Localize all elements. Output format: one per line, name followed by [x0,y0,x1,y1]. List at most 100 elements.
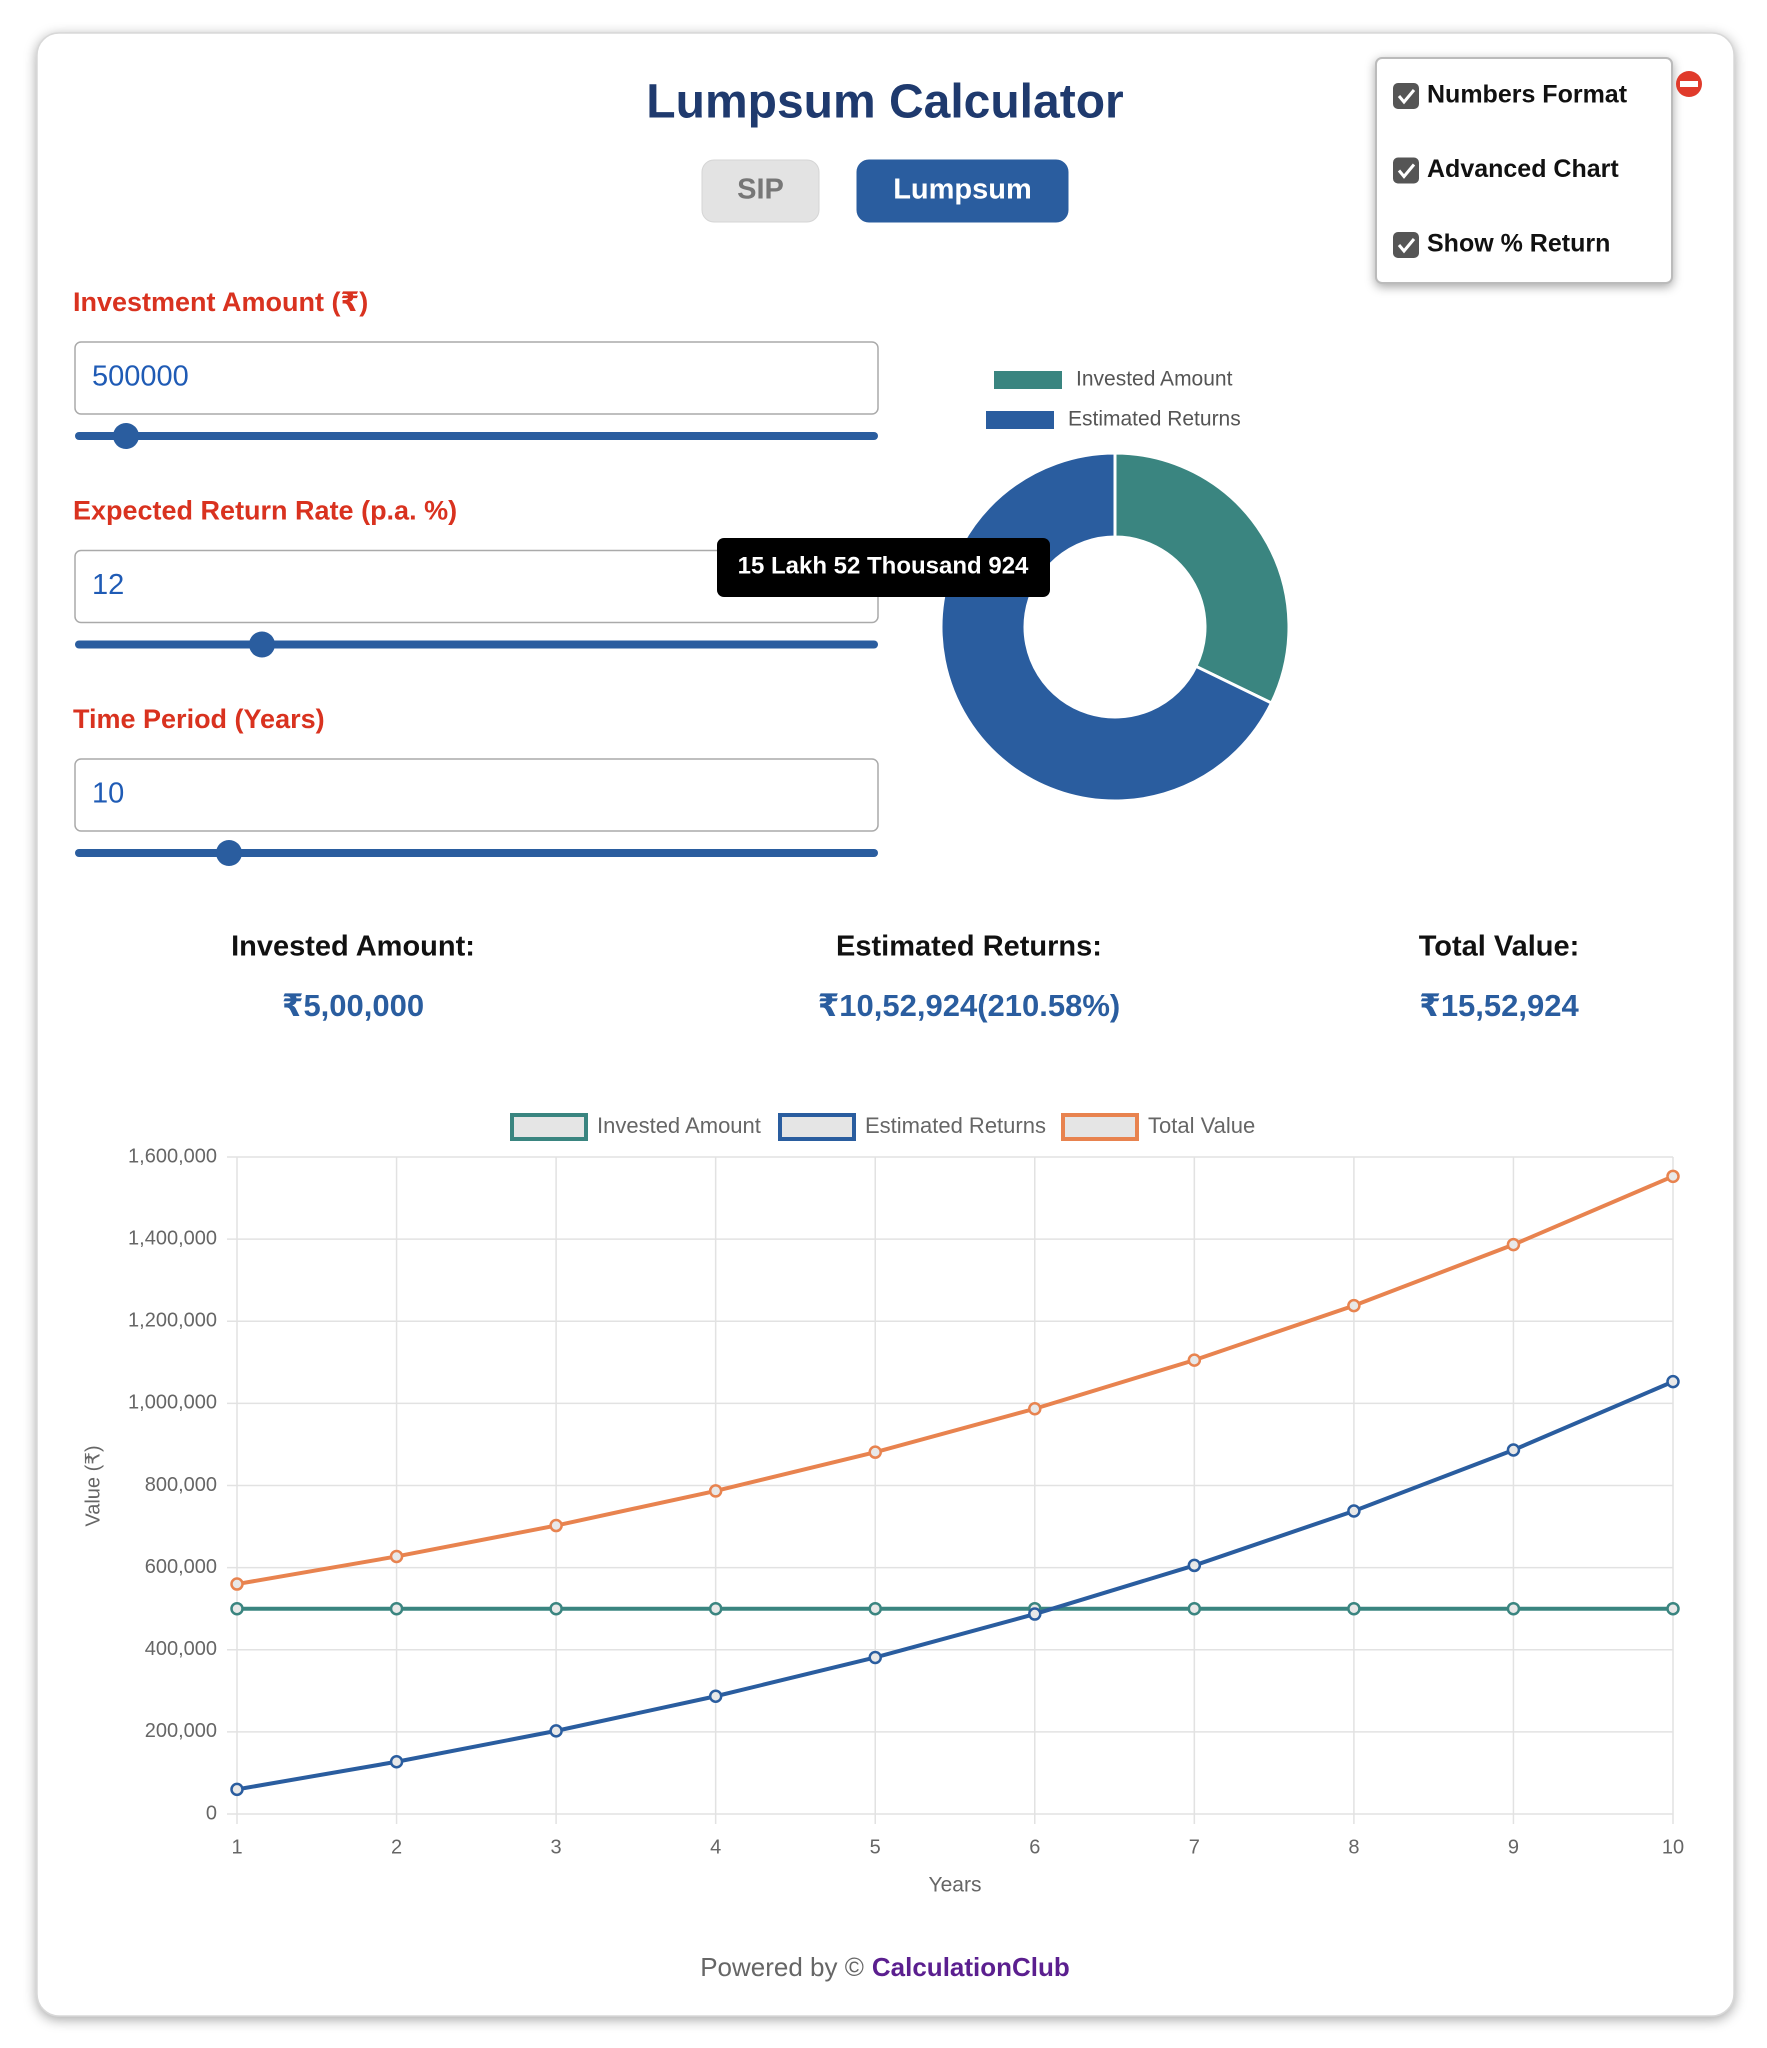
legend-swatch[interactable] [1061,1113,1139,1141]
data-point[interactable] [1347,1504,1361,1518]
x-tick-label: 10 [1662,1836,1684,1858]
y-tick-label: 1,600,000 [128,1145,217,1167]
setting-label[interactable]: Advanced Chart [1427,155,1619,183]
checkbox[interactable] [1393,83,1419,109]
x-tick-label: 9 [1508,1836,1519,1858]
page-title: Lumpsum Calculator [646,76,1123,129]
close-icon-bar [1680,81,1698,87]
slider-track[interactable] [75,849,878,857]
summary-label: Total Value: [1419,931,1580,963]
legend-label[interactable]: Invested Amount [597,1113,761,1138]
data-point[interactable] [549,1601,563,1616]
y-tick-label: 1,000,000 [128,1392,217,1414]
x-tick-label: 6 [1029,1836,1040,1858]
y-tick-label: 600,000 [145,1556,217,1578]
legend-swatch [986,411,1054,429]
x-tick-label: 2 [391,1836,402,1858]
data-point[interactable] [549,1518,563,1533]
x-tick-label: 3 [551,1836,562,1858]
data-point[interactable] [389,1601,404,1616]
input-label: Investment Amount (₹) [73,287,368,317]
data-point[interactable] [1506,1601,1521,1616]
data-point[interactable] [868,1445,882,1459]
setting-label[interactable]: Numbers Format [1427,81,1628,109]
data-point[interactable] [1347,1601,1361,1616]
checkmark [1397,238,1416,254]
y-tick-label: 200,000 [145,1720,217,1742]
y-axis-title: Value (₹) [82,1445,104,1526]
checkmark [1397,89,1416,105]
data-point[interactable] [1028,1401,1042,1416]
input-label: Expected Return Rate (p.a. %) [73,496,457,526]
legend-swatch[interactable] [778,1113,856,1141]
footer-text: Powered by © [700,1952,864,1982]
tab-label[interactable]: SIP [737,174,784,206]
close-button[interactable] [1676,71,1702,97]
doughnut-slice[interactable] [1113,451,1291,706]
tab-button[interactable] [856,159,1069,223]
legend-label[interactable]: Total Value [1148,1113,1255,1138]
data-point[interactable] [230,1782,244,1797]
input-value[interactable]: 12 [92,569,124,601]
tooltip-text: 15 Lakh 52 Thousand 924 [738,552,1029,579]
slider-thumb[interactable] [113,423,139,449]
setting-label[interactable]: Show % Return [1427,230,1610,258]
checkbox[interactable] [1393,157,1419,184]
card [36,32,1735,2017]
data-point[interactable] [708,1601,723,1616]
summary-label: Invested Amount: [231,931,475,963]
slider-track[interactable] [75,640,878,649]
data-point[interactable] [1028,1607,1042,1621]
legend-label: Estimated Returns [1068,408,1241,431]
slider-track[interactable] [75,432,878,440]
x-tick-label: 5 [870,1836,881,1858]
y-tick-label: 800,000 [145,1474,217,1496]
x-tick-label: 4 [710,1836,721,1858]
data-point[interactable] [1506,1443,1521,1457]
tab-label[interactable]: Lumpsum [893,174,1032,206]
footer: Powered by © CalculationClub [700,1952,1070,1982]
footer-brand[interactable]: CalculationClub [872,1952,1070,1982]
data-point[interactable] [1347,1298,1361,1313]
settings-panel [1375,57,1673,284]
input-box[interactable] [74,758,879,832]
data-point[interactable] [230,1601,244,1616]
input-value[interactable]: 10 [92,778,124,810]
data-point[interactable] [1187,1558,1202,1573]
data-point[interactable] [1187,1601,1202,1616]
tooltip [717,538,1050,597]
legend-label[interactable]: Estimated Returns [865,1113,1046,1138]
data-point[interactable] [1666,1169,1680,1184]
input-box[interactable] [74,341,879,415]
data-point[interactable] [1666,1374,1680,1389]
data-point[interactable] [389,1549,404,1564]
data-point[interactable] [389,1755,404,1769]
y-tick-label: 400,000 [145,1638,217,1660]
data-point[interactable] [708,1689,723,1703]
data-point[interactable] [230,1577,244,1591]
x-axis-title: Years [929,1874,982,1897]
x-tick-label: 7 [1189,1836,1200,1858]
input-value[interactable]: 500000 [92,361,189,393]
data-point[interactable] [1506,1237,1521,1252]
checkbox[interactable] [1393,232,1419,258]
y-tick-label: 0 [206,1802,217,1824]
summary-value: ₹10,52,924(210.58%) [818,988,1121,1023]
x-tick-label: 8 [1348,1836,1359,1858]
summary-label: Estimated Returns: [836,931,1102,963]
data-point[interactable] [1666,1601,1680,1616]
data-point[interactable] [868,1601,882,1616]
legend-swatch[interactable] [510,1113,588,1141]
slider-thumb[interactable] [249,631,275,658]
series-line [236,1379,1674,1792]
data-point[interactable] [549,1724,563,1738]
y-tick-label: 1,400,000 [128,1227,217,1249]
slider-thumb[interactable] [216,840,242,866]
tab-button[interactable] [701,159,820,223]
data-point[interactable] [708,1484,723,1498]
data-point[interactable] [1187,1353,1202,1367]
data-point[interactable] [868,1650,882,1665]
input-label: Time Period (Years) [73,704,325,734]
legend-swatch [994,371,1062,389]
